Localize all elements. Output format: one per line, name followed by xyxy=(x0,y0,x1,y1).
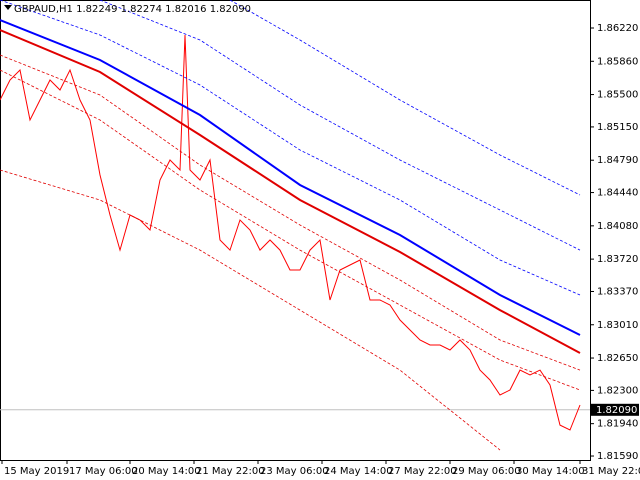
series-line xyxy=(0,29,581,354)
series-line xyxy=(0,34,581,431)
y-tick-label: 1.83720 xyxy=(597,254,638,265)
series-line xyxy=(0,169,501,451)
current-price-tag xyxy=(591,403,639,416)
series-line xyxy=(0,0,581,296)
x-tick-label: 21 May 22:00 xyxy=(196,466,265,477)
y-tick-label: 1.83370 xyxy=(597,286,638,297)
y-tick-label: 1.83010 xyxy=(597,320,638,331)
x-tick-label: 17 May 06:00 xyxy=(69,466,138,477)
y-tick-label: 1.81940 xyxy=(597,419,638,430)
y-tick-label: 1.84790 xyxy=(597,155,638,166)
y-tick-label: 1.85150 xyxy=(597,122,638,133)
y-tick-label: 1.84440 xyxy=(597,188,638,199)
y-tick-label: 1.85860 xyxy=(597,56,638,67)
x-tick-label: 29 May 06:00 xyxy=(452,466,521,477)
x-tick-label: 31 May 22:00 xyxy=(582,466,640,477)
y-tick-label: 1.85500 xyxy=(597,90,638,101)
y-tick-label: 1.81590 xyxy=(597,451,638,462)
series-line xyxy=(229,0,581,196)
x-tick-label: 24 May 14:00 xyxy=(324,466,393,477)
x-tick-label: 30 May 14:00 xyxy=(516,466,585,477)
y-tick-label: 1.82300 xyxy=(597,385,638,396)
plot-frame xyxy=(0,0,591,461)
chart-title: GBPAUD,H1 1.82249 1.82274 1.82016 1.8209… xyxy=(14,4,251,15)
series-line xyxy=(99,0,581,251)
x-tick-label: 15 May 2019 xyxy=(4,466,69,477)
series-line xyxy=(0,69,581,391)
current-price-label: 1.82090 xyxy=(596,405,637,416)
x-tick-label: 27 May 22:00 xyxy=(388,466,457,477)
y-tick-label: 1.86220 xyxy=(597,23,638,34)
y-tick-label: 1.82650 xyxy=(597,353,638,364)
symbol-marker xyxy=(4,5,12,10)
x-tick-label: 20 May 14:00 xyxy=(132,466,201,477)
x-tick-label: 23 May 06:00 xyxy=(260,466,329,477)
y-tick-label: 1.84080 xyxy=(597,221,638,232)
series-line xyxy=(0,54,581,371)
plot-area xyxy=(0,0,581,451)
series-line xyxy=(0,19,581,336)
